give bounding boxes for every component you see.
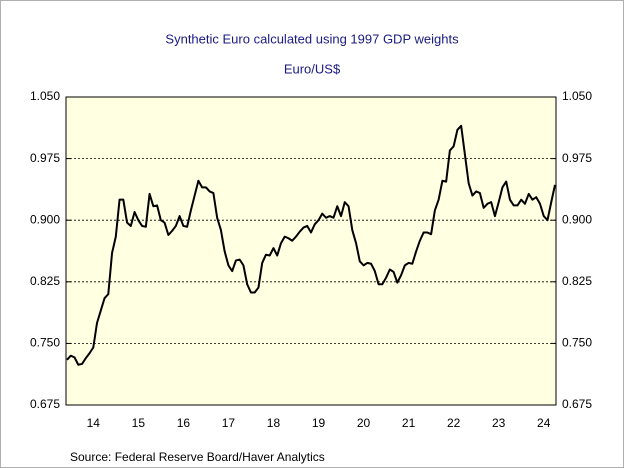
y-tick-label: 0.750 [30,336,60,350]
x-tick-label: 15 [132,416,146,430]
x-tick-label: 16 [177,416,191,430]
chart-title: Synthetic Euro calculated using 1997 GDP… [165,31,459,46]
y2-tick-label: 0.975 [562,151,592,165]
x-tick-label: 23 [492,416,506,430]
y-tick-label: 0.975 [30,151,60,165]
y2-tick-label: 0.750 [562,336,592,350]
y-tick-label: 1.050 [30,89,60,103]
plot-area [66,97,556,405]
x-tick-label: 20 [357,416,371,430]
y2-tick-label: 0.900 [562,212,592,226]
data-line [66,124,556,366]
x-tick-label: 21 [402,416,416,430]
y2-tick-label: 0.825 [562,274,592,288]
y2-tick-label: 1.050 [562,89,592,103]
x-tick-label: 14 [87,416,101,430]
y-tick-label: 0.675 [30,397,60,411]
plot-frame [65,96,557,406]
x-tick-label: 17 [222,416,236,430]
y2-tick-label: 0.675 [562,397,592,411]
source-note: Source: Federal Reserve Board/Haver Anal… [70,450,325,464]
y-tick-label: 0.900 [30,212,60,226]
x-tick-label: 22 [447,416,461,430]
x-tick-label: 19 [312,416,326,430]
x-tick-label: 18 [267,416,281,430]
chart-subtitle: Euro/US$ [284,61,341,76]
y-tick-label: 0.825 [30,274,60,288]
x-tick-label: 24 [537,416,551,430]
